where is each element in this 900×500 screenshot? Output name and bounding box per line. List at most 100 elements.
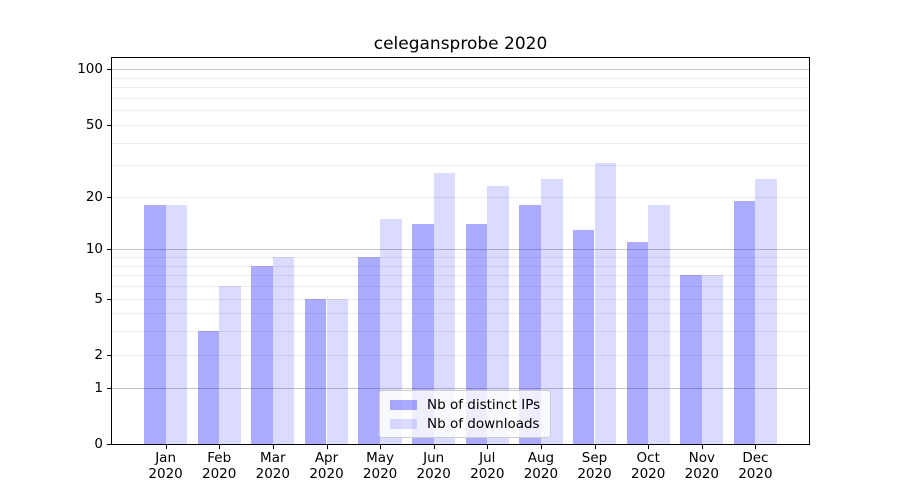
y-tick-mark-10 — [107, 249, 111, 251]
y-tick-label-0: 0 — [94, 436, 103, 452]
x-tick-year: 2020 — [470, 466, 505, 482]
bar-distinct-ips-jun — [412, 224, 434, 444]
bar-downloads-sep — [594, 162, 617, 444]
y-tick-label-100: 100 — [77, 61, 103, 78]
bar-distinct-ips-apr — [304, 298, 327, 444]
minor-gridline-70 — [112, 97, 809, 99]
x-tick-mark-mar — [272, 445, 274, 449]
bar-distinct-ips-jul — [465, 224, 488, 444]
y-tick-label-50: 50 — [85, 116, 103, 133]
x-tick-year: 2020 — [255, 466, 290, 482]
bar-downloads-nov — [701, 275, 724, 444]
legend: Nb of distinct IPs Nb of downloads — [379, 390, 552, 438]
x-tick-label-jan: Jan 2020 — [126, 450, 206, 482]
bar-downloads-mar — [272, 257, 295, 444]
x-tick-month: Jun — [423, 450, 445, 466]
bar-downloads-feb — [219, 286, 241, 444]
y-tick-label-1: 1 — [94, 379, 103, 396]
x-tick-month: Sep — [581, 450, 608, 466]
bar-downloads-may — [380, 218, 402, 444]
x-tick-year: 2020 — [416, 466, 451, 482]
x-tick-month: Oct — [636, 450, 660, 466]
bar-downloads-jan — [165, 204, 188, 444]
minor-gridline-30 — [112, 165, 809, 167]
bar-downloads-apr — [326, 298, 349, 444]
major-gridline-100 — [112, 69, 809, 71]
minor-gridline-7 — [112, 275, 809, 277]
x-tick-year: 2020 — [309, 466, 344, 482]
x-tick-month: Jan — [155, 450, 176, 466]
minor-gridline-6 — [112, 286, 809, 287]
minor-gridline-9 — [112, 257, 809, 258]
legend-label-distinct-ips: Nb of distinct IPs — [427, 396, 541, 413]
x-tick-month: Mar — [260, 450, 286, 466]
x-tick-mark-aug — [540, 445, 542, 449]
x-tick-label-aug: Aug 2020 — [501, 450, 581, 482]
x-tick-year: 2020 — [148, 466, 183, 482]
x-tick-label-nov: Nov 2020 — [662, 450, 742, 482]
x-tick-mark-dec — [755, 445, 757, 449]
x-tick-year: 2020 — [684, 466, 719, 482]
x-tick-mark-nov — [701, 445, 703, 449]
bar-downloads-aug — [540, 179, 563, 444]
y-tick-mark-2 — [107, 354, 111, 356]
chart-title: celegansprobe 2020 — [373, 34, 548, 54]
bar-distinct-ips-sep — [572, 229, 595, 444]
x-tick-label-oct: Oct 2020 — [608, 450, 688, 482]
minor-gridline-40 — [112, 142, 809, 144]
legend-swatch-distinct-ips — [390, 399, 417, 410]
x-tick-label-dec: Dec 2020 — [715, 450, 795, 482]
y-tick-mark-5 — [107, 298, 111, 300]
bar-downloads-jun — [433, 173, 456, 444]
bar-downloads-dec — [755, 179, 778, 444]
legend-item-distinct-ips: Nb of distinct IPs — [390, 395, 540, 414]
minor-gridline-3 — [112, 331, 809, 333]
bar-downloads-jul — [487, 185, 509, 444]
y-tick-mark-0 — [107, 444, 111, 445]
bar-distinct-ips-feb — [197, 331, 220, 444]
x-tick-month: Jul — [479, 450, 496, 466]
y-tick-mark-50 — [107, 124, 111, 126]
major-gridline-1 — [112, 387, 809, 389]
x-tick-label-sep: Sep 2020 — [555, 450, 635, 482]
x-tick-year: 2020 — [738, 466, 773, 482]
y-tick-label-10: 10 — [85, 241, 103, 258]
x-tick-mark-sep — [594, 445, 596, 449]
y-tick-label-20: 20 — [85, 188, 103, 205]
minor-gridline-80 — [112, 87, 809, 89]
x-tick-month: Aug — [527, 450, 555, 466]
x-tick-year: 2020 — [362, 466, 398, 482]
x-tick-mark-jan — [165, 445, 167, 449]
x-tick-label-may: May 2020 — [340, 450, 420, 482]
x-tick-label-jun: Jun 2020 — [394, 450, 474, 482]
x-tick-label-apr: Apr 2020 — [287, 450, 367, 482]
y-tick-mark-1 — [107, 387, 111, 389]
bar-distinct-ips-may — [358, 257, 381, 444]
x-tick-month: Feb — [207, 450, 232, 466]
x-tick-label-jul: Jul 2020 — [447, 450, 527, 482]
plot-area: Nb of distinct IPs Nb of downloads — [111, 57, 810, 445]
x-tick-month: Apr — [314, 450, 339, 466]
minor-gridline-4 — [112, 313, 809, 315]
minor-gridline-20 — [112, 196, 809, 198]
x-tick-label-mar: Mar 2020 — [233, 450, 313, 482]
x-tick-year: 2020 — [577, 466, 612, 482]
x-tick-month: Nov — [688, 450, 715, 466]
x-tick-mark-jun — [433, 445, 435, 449]
legend-item-downloads: Nb of downloads — [390, 414, 540, 433]
minor-gridline-50 — [112, 124, 809, 126]
x-tick-month: Dec — [742, 450, 769, 466]
minor-gridline-2 — [112, 354, 809, 356]
x-tick-mark-apr — [326, 445, 328, 449]
x-tick-mark-oct — [648, 445, 650, 449]
y-tick-label-2: 2 — [94, 346, 103, 363]
legend-swatch-downloads — [390, 418, 417, 429]
x-tick-mark-feb — [219, 445, 221, 449]
minor-gridline-8 — [112, 265, 809, 267]
minor-gridline-5 — [112, 298, 809, 300]
bar-distinct-ips-jan — [143, 204, 166, 444]
bar-downloads-oct — [648, 204, 670, 444]
legend-label-downloads: Nb of downloads — [427, 415, 540, 432]
minor-gridline-90 — [112, 77, 809, 79]
